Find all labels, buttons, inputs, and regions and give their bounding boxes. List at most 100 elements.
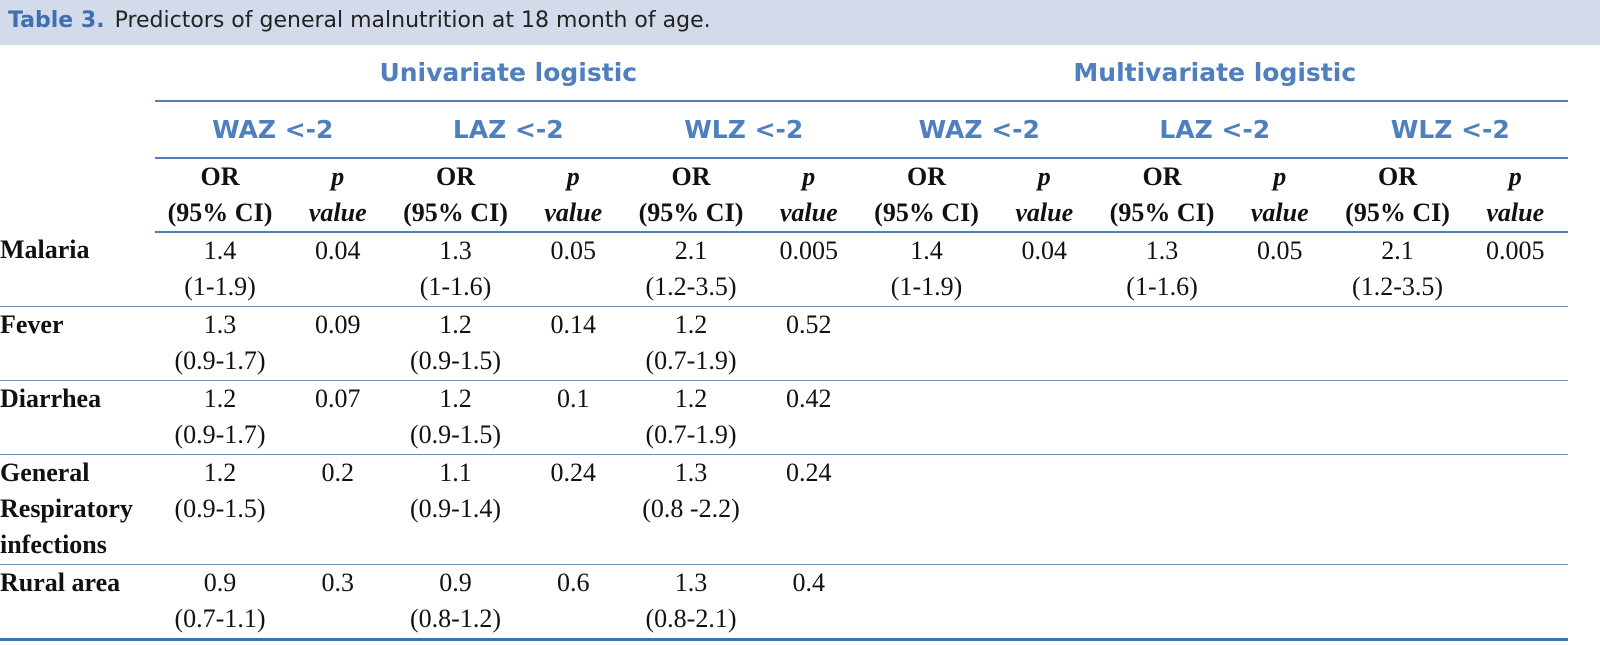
header-line: OR	[200, 162, 240, 191]
data-cell: 1.2 (0.7-1.9)	[626, 306, 756, 381]
data-cell: 0.04	[991, 232, 1098, 307]
cell-line: 1.2	[674, 384, 708, 413]
cell-line: (0.9-1.5)	[410, 346, 501, 375]
data-cell: 0.24	[756, 454, 862, 565]
header-line: OR	[671, 162, 711, 191]
data-cell	[991, 454, 1098, 565]
column-header: OR (95% CI)	[626, 158, 756, 233]
column-header: OR (95% CI)	[390, 158, 521, 233]
header-row: WAZ <-2 LAZ <-2 WLZ <-2 WAZ <-2 LAZ <-2 WLZ <…	[0, 101, 1569, 159]
header-line: p	[1508, 162, 1522, 191]
row-label: Malaria	[0, 232, 155, 307]
cell-line: 0.24	[550, 458, 597, 487]
cell-line: 1.2	[203, 384, 237, 413]
data-cell: 2.1 (1.2-3.5)	[1332, 232, 1463, 307]
data-cell: 1.3 (0.8-2.1)	[626, 564, 756, 641]
header-line: (95% CI)	[403, 198, 508, 227]
caption-text: Predictors of general malnutrition at 18…	[114, 8, 711, 33]
row-label: Rural area	[0, 564, 155, 641]
data-cell: 1.4 (1-1.9)	[155, 232, 285, 307]
header-line: (95% CI)	[638, 198, 744, 227]
cell-line: (1-1.6)	[1126, 272, 1198, 301]
cell-line: 0.9	[439, 568, 472, 597]
data-cell: 0.42	[756, 380, 862, 455]
column-header: OR (95% CI)	[1097, 158, 1228, 233]
data-cell	[1227, 306, 1333, 381]
data-cell	[861, 306, 992, 381]
column-header: OR (95% CI)	[1332, 158, 1463, 233]
cell-line: (0.8 -2.2)	[642, 494, 740, 523]
column-header: OR (95% CI)	[155, 158, 285, 233]
data-cell: 1.2 (0.9-1.5)	[155, 454, 285, 565]
cell-line: 0.52	[786, 310, 832, 339]
header-line: value	[1486, 198, 1545, 227]
cell-line: 0.6	[557, 568, 590, 597]
data-cell: 0.1	[520, 380, 626, 455]
data-cell: 0.3	[285, 564, 391, 641]
cell-line: 1.4	[203, 236, 237, 265]
subgroup-header: LAZ <-2	[1097, 101, 1333, 159]
row-label: Diarrhea	[0, 380, 155, 455]
cell-line: 1.2	[203, 458, 237, 487]
cell-line: (0.7-1.9)	[645, 420, 737, 449]
header-line: OR	[907, 162, 947, 191]
data-cell: 0.6	[520, 564, 626, 641]
data-cell	[861, 380, 992, 455]
data-table: Univariate logistic Multivariate logistic…	[0, 45, 1569, 641]
subgroup-header: WAZ <-2	[155, 101, 391, 159]
data-cell: 0.07	[285, 380, 391, 455]
cell-line: 1.3	[1145, 236, 1179, 265]
data-cell: 1.2 (0.7-1.9)	[626, 380, 756, 455]
cell-line: (0.9-1.4)	[410, 494, 501, 523]
cell-line: 0.4	[792, 568, 826, 597]
data-cell: 0.005	[1462, 232, 1569, 307]
header-line: value	[1015, 198, 1074, 227]
data-cell	[1332, 306, 1463, 381]
column-header: OR (95% CI)	[861, 158, 992, 233]
data-cell: 0.52	[756, 306, 862, 381]
data-cell: 1.2 (0.9-1.5)	[390, 380, 521, 455]
data-row: Fever 1.3 (0.9-1.7) 0.09 1.2 (0.9-1.5) 0.14 1.2…	[0, 306, 1569, 381]
cell-line: 1.3	[439, 236, 472, 265]
cell-line: 1.4	[910, 236, 943, 265]
data-cell: 1.2 (0.9-1.7)	[155, 380, 285, 455]
column-header: p value	[1227, 158, 1333, 233]
data-cell	[1097, 454, 1228, 565]
header-row: OR (95% CI) p value OR (95% CI) p value OR (95% C…	[0, 158, 1569, 233]
data-cell: 1.3 (0.9-1.7)	[155, 306, 285, 381]
cell-line: 0.9	[203, 568, 237, 597]
cell-line: (0.8-1.2)	[410, 604, 501, 633]
data-cell	[1332, 564, 1463, 641]
header-line: p	[1273, 162, 1287, 191]
data-cell	[861, 454, 992, 565]
data-cell: 1.3 (1-1.6)	[1097, 232, 1228, 307]
header-line: OR	[1142, 162, 1182, 191]
header-line: p	[566, 162, 580, 191]
header-line: OR	[436, 162, 475, 191]
data-cell: 2.1 (1.2-3.5)	[626, 232, 756, 307]
data-cell	[861, 564, 992, 641]
data-cell: 0.9 (0.7-1.1)	[155, 564, 285, 641]
data-cell: 0.9 (0.8-1.2)	[390, 564, 521, 641]
cell-line: (0.9-1.5)	[410, 420, 501, 449]
data-cell: 1.3 (1-1.6)	[390, 232, 521, 307]
data-cell: 1.3 (0.8 -2.2)	[626, 454, 756, 565]
data-cell: 1.1 (0.9-1.4)	[390, 454, 521, 565]
cell-line: 0.2	[321, 458, 355, 487]
cell-line: 2.1	[1381, 236, 1414, 265]
data-row: General Respiratory infections 1.2 (0.9-1.…	[0, 454, 1569, 565]
corner-cell	[0, 45, 155, 232]
cell-line: (0.9-1.7)	[174, 420, 266, 449]
data-cell	[1097, 380, 1228, 455]
cell-line: 0.09	[315, 310, 361, 339]
cell-line: 0.04	[315, 236, 361, 265]
caption-label: Table 3.	[8, 8, 105, 33]
header-line: value	[544, 198, 603, 227]
subgroup-header: LAZ <-2	[390, 101, 626, 159]
cell-line: 0.04	[1021, 236, 1068, 265]
cell-line: 0.42	[786, 384, 832, 413]
data-cell	[1227, 454, 1333, 565]
header-line: p	[1037, 162, 1051, 191]
subgroup-header: WAZ <-2	[861, 101, 1098, 159]
data-cell	[1462, 380, 1569, 455]
